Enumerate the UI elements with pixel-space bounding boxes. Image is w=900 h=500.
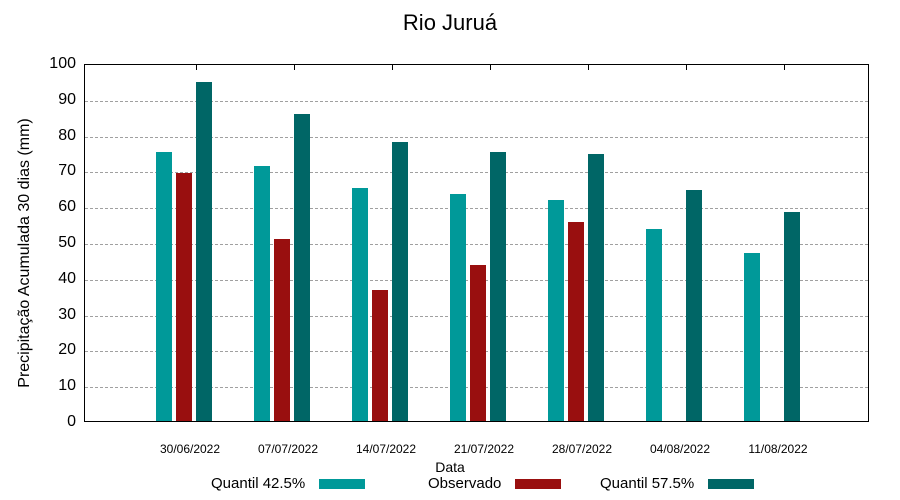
x-tick-mark (784, 65, 785, 70)
x-axis-label: Data (435, 459, 465, 475)
bar (744, 253, 760, 421)
bar (372, 289, 388, 421)
legend-swatch (319, 478, 366, 489)
y-tick-label: 20 (58, 341, 76, 359)
chart-title: Rio Juruá (402, 10, 498, 35)
x-tick-label: 07/07/2022 (257, 442, 319, 456)
bar (450, 194, 466, 421)
legend-swatch (708, 478, 755, 489)
bar (294, 113, 310, 421)
bar (686, 190, 702, 421)
y-tick-label: 70 (58, 162, 76, 180)
y-tick-label: 40 (58, 269, 76, 287)
x-tick-mark (588, 65, 589, 70)
grid-line (85, 100, 868, 102)
y-tick-label: 100 (49, 55, 76, 72)
y-tick-label: 90 (58, 90, 76, 108)
x-tick-mark (196, 65, 197, 70)
bar (352, 187, 368, 421)
x-tick-label: 04/08/2022 (649, 442, 711, 456)
bar (274, 239, 290, 421)
x-tick-label: 14/07/2022 (355, 442, 417, 456)
y-tick-label: 0 (67, 413, 76, 430)
bar (784, 211, 800, 421)
y-tick-label: 10 (58, 377, 76, 395)
x-tick-label: 11/08/2022 (748, 442, 808, 456)
x-tick-mark (294, 65, 295, 70)
y-axis-label: Precipitação Acumulada 30 dias (mm) (16, 118, 33, 388)
grid-line (85, 172, 868, 174)
legend-item-quantil-42: Quantil 42.5% (211, 475, 366, 492)
bar (156, 152, 172, 421)
legend-label: Observado (428, 475, 502, 492)
legend-item-observado: Observado (428, 475, 562, 492)
bar (254, 166, 270, 421)
legend-swatch (515, 478, 562, 489)
grid-line (85, 136, 868, 138)
y-tick-label: 30 (58, 305, 76, 323)
bar (176, 172, 192, 421)
bar (548, 200, 564, 421)
bar (568, 221, 584, 421)
plot-area (84, 64, 869, 422)
x-tick-mark (392, 65, 393, 70)
y-tick-label: 80 (58, 126, 76, 144)
grid-line (85, 208, 868, 210)
bar (470, 264, 486, 421)
x-tick-label: 30/06/2022 (159, 442, 221, 456)
legend-item-quantil-57: Quantil 57.5% (600, 475, 755, 492)
grid-line (85, 244, 868, 245)
bar (588, 153, 604, 421)
x-tick-label: 21/07/2022 (453, 442, 515, 456)
bar (490, 152, 506, 421)
legend-label: Quantil 57.5% (600, 475, 695, 492)
x-tick-label: 28/07/2022 (551, 442, 613, 456)
x-tick-mark (686, 65, 687, 70)
legend-label: Quantil 42.5% (211, 475, 306, 492)
bar (646, 229, 662, 421)
y-tick-label: 50 (58, 234, 76, 251)
bar (196, 81, 212, 421)
bar (392, 142, 408, 421)
y-tick-label: 60 (58, 198, 76, 216)
x-tick-mark (490, 65, 491, 70)
